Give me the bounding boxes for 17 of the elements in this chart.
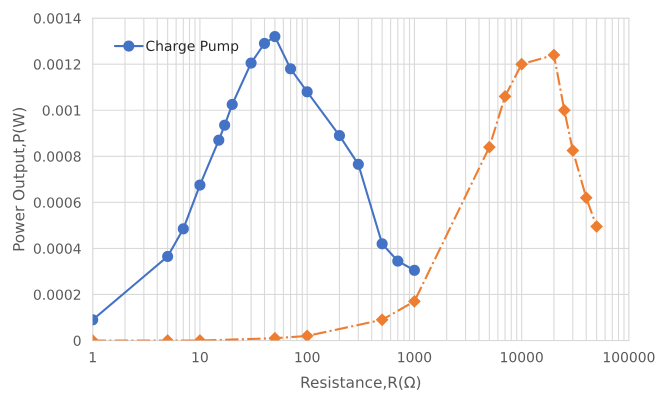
y-tick-label: 0.0004 — [34, 243, 81, 254]
x-axis-title: Resistance,R(Ω) — [302, 376, 420, 390]
y-axis-title: Power Output,P(W) — [12, 108, 28, 250]
x-tick-label: 10000 — [501, 352, 543, 362]
x-tick-label: 100000 — [604, 352, 654, 362]
x-tick-label: 100 — [295, 352, 320, 362]
legend-label: Charge Pump — [146, 40, 238, 54]
x-tick-label: 1000 — [398, 352, 432, 362]
y-tick-label: 0.0002 — [34, 289, 80, 300]
x-tick-label: 10 — [192, 352, 208, 362]
y-tick-label: 0.0014 — [34, 13, 81, 24]
y-tick-label: 0 — [74, 336, 81, 346]
y-tick-label: 0.0006 — [34, 197, 81, 208]
y-tick-label: 0.0008 — [34, 151, 81, 162]
y-tick-label: 0.0012 — [34, 59, 80, 70]
y-tick-label: 0.001 — [42, 105, 80, 116]
x-tick-label: 1 — [90, 352, 96, 362]
